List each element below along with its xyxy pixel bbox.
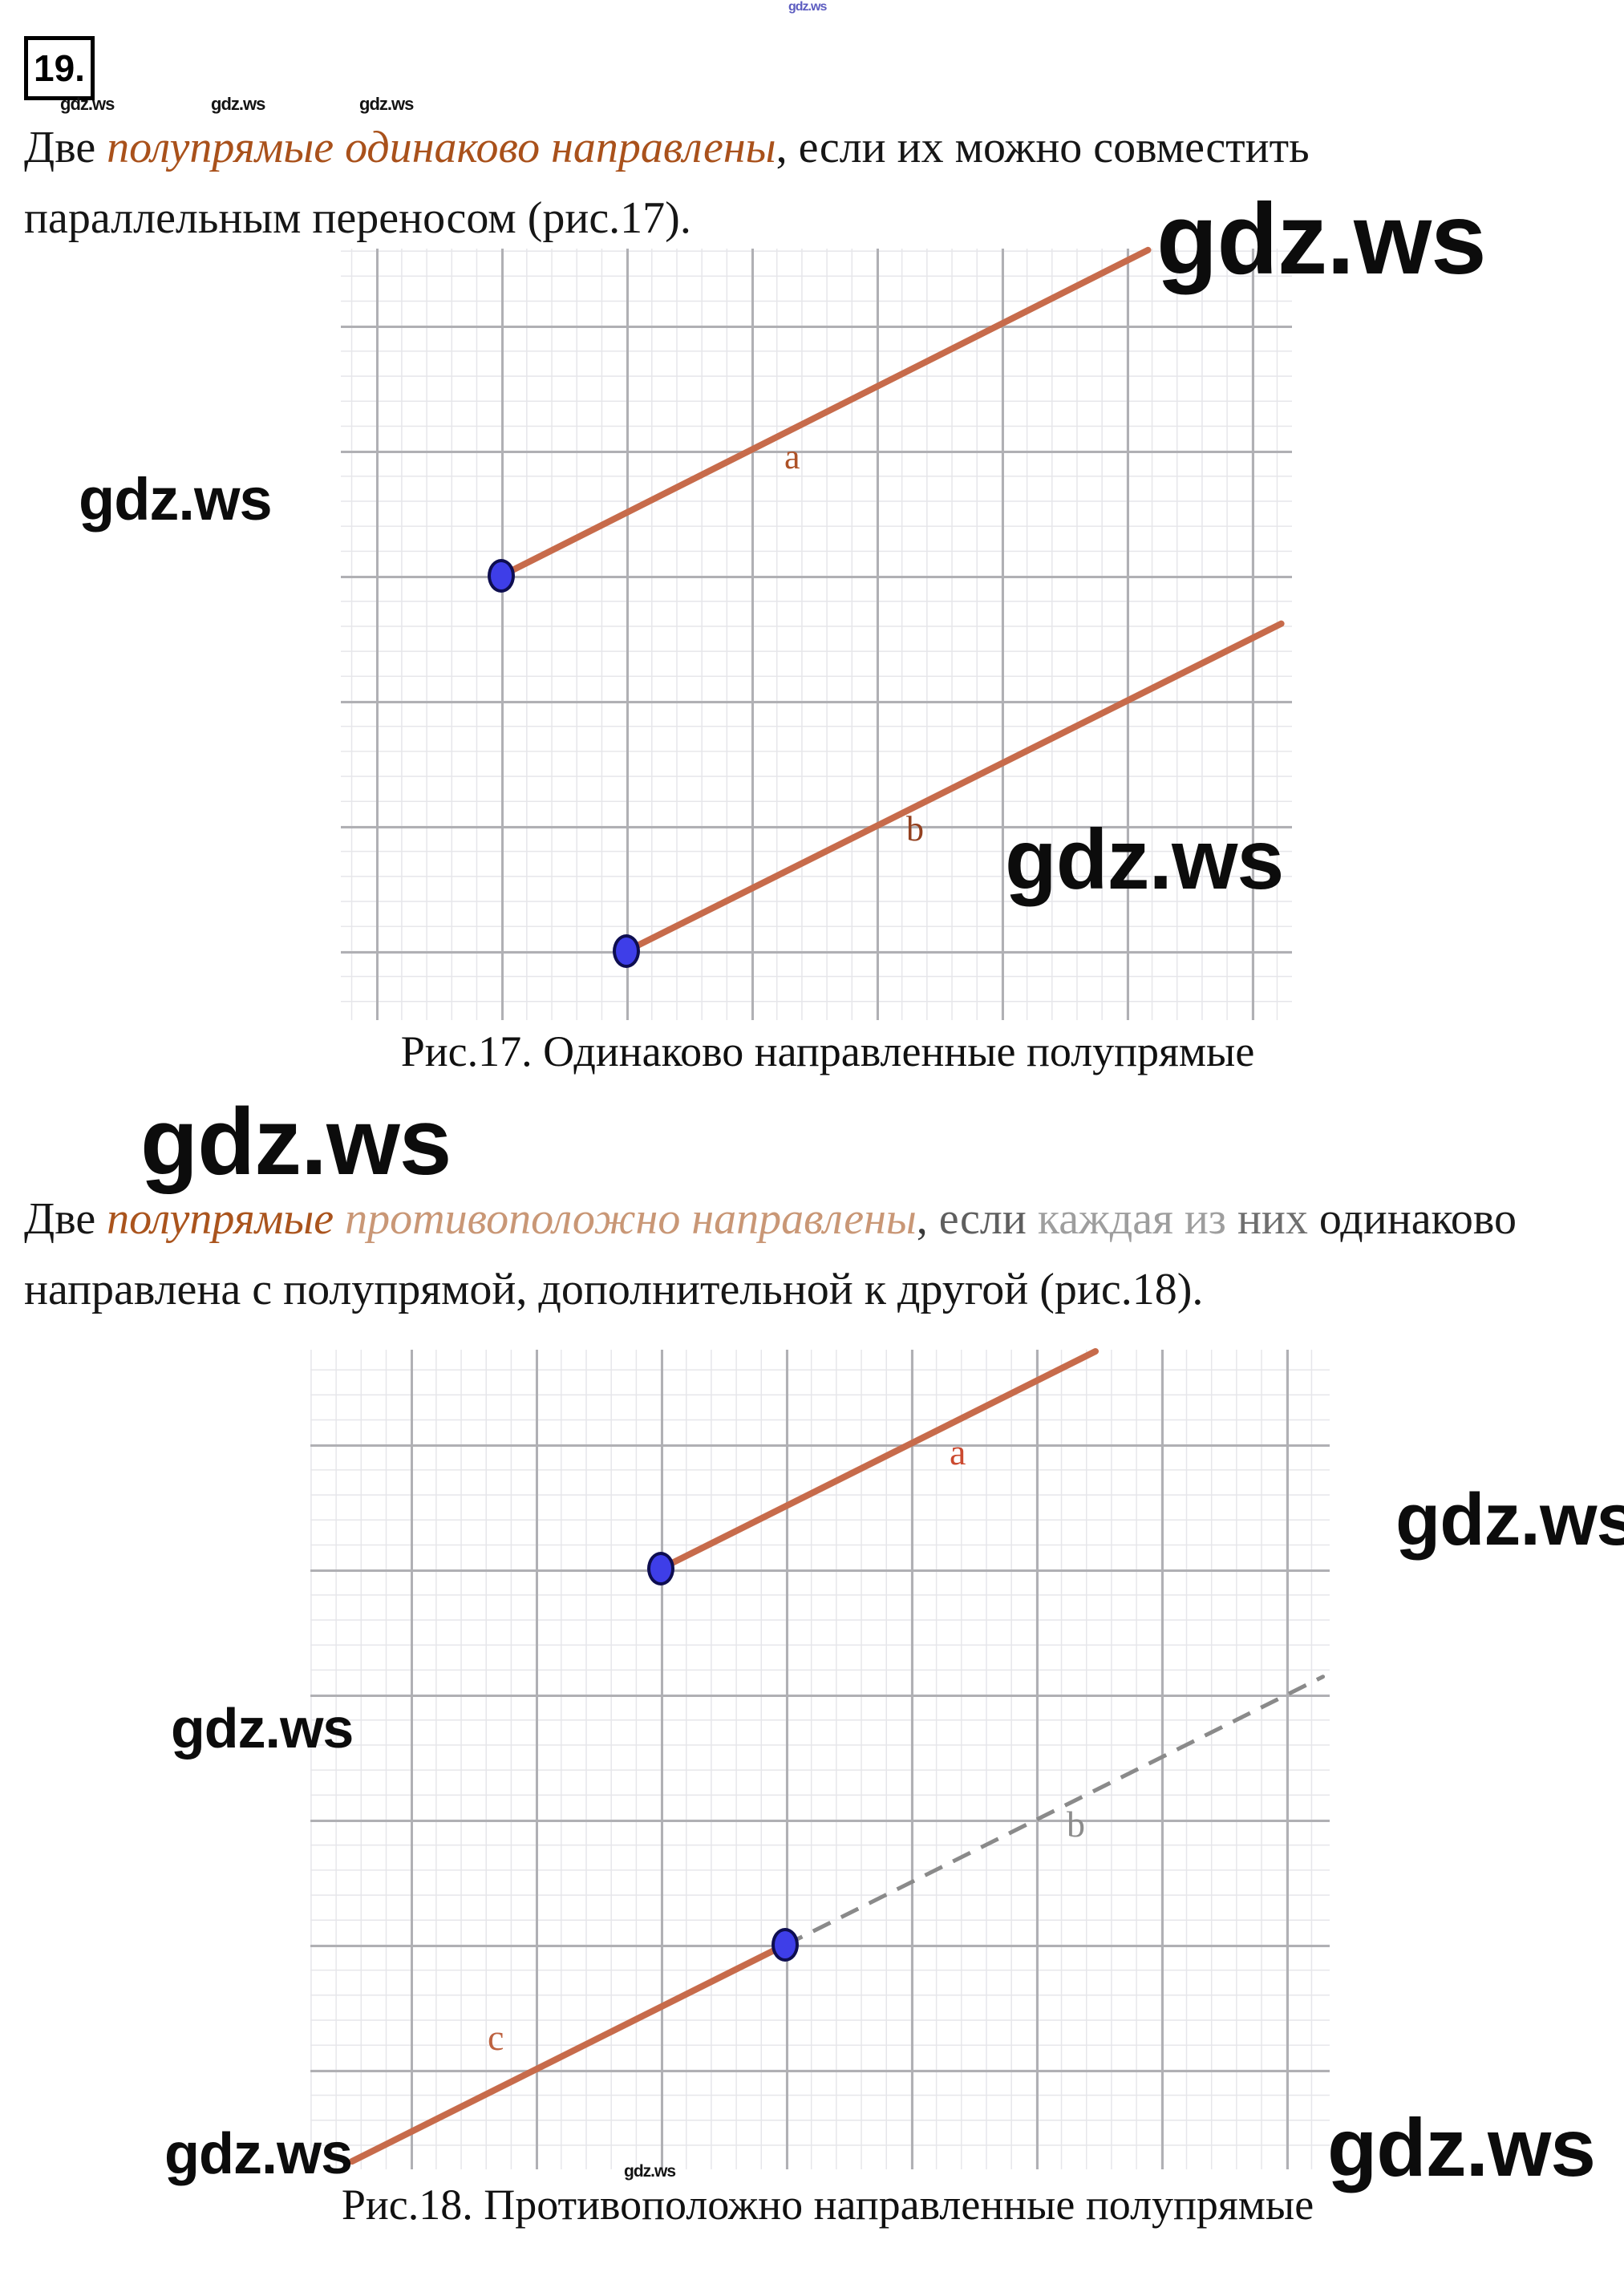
text-segment: противоположно направлены: [345, 1194, 917, 1244]
problem-number-box: 19.: [24, 36, 95, 100]
watermark-gdz-ws-7: gdz.ws: [1005, 812, 1284, 907]
watermark-gdz-ws-5: gdz.ws: [1156, 184, 1487, 295]
watermark-gdz-ws-10: gdz.ws: [1395, 1479, 1624, 1561]
problem-number: 19.: [34, 47, 85, 89]
figure-18-label-a: a: [950, 1432, 966, 1472]
paragraph-2-line-2: направлена с полупрямой, дополнительной …: [24, 1264, 1203, 1315]
text-segment: ,: [916, 1194, 939, 1244]
paragraph-2-line-1: Две полупрямые противоположно направлены…: [24, 1193, 1517, 1245]
watermark-gdz-ws-11: gdz.ws: [164, 2122, 353, 2186]
paragraph-1-line-1: Две полупрямые одинаково направлены, есл…: [24, 122, 1310, 173]
figure-17-label-b: b: [906, 809, 924, 848]
text-segment: каждая из: [1037, 1194, 1237, 1244]
text-segment: параллельным переносом (рис.17).: [24, 193, 691, 243]
text-segment: одинаково: [1318, 1194, 1517, 1244]
watermark-gdz-ws-8: gdz.ws: [140, 1089, 452, 1195]
figure-18-caption: Рис.18. Противоположно направленные полу…: [341, 2181, 1314, 2229]
figure-18-grid: [310, 1350, 1330, 2169]
text-segment: если: [938, 1194, 1038, 1244]
figure-17-label-a: a: [784, 437, 800, 476]
paragraph-1-line-2: параллельным переносом (рис.17).: [24, 192, 691, 244]
text-segment: полупрямые одинаково направлены: [107, 123, 776, 172]
text-segment: , если их можно совместить: [776, 123, 1310, 172]
watermark-gdz-ws-4: gdz.ws: [359, 94, 414, 114]
watermark-gdz-ws-2: gdz.ws: [60, 94, 115, 114]
figure-17-caption: Рис.17. Одинаково направленные полупрямы…: [400, 1027, 1255, 1075]
watermark-gdz-ws-6: gdz.ws: [79, 466, 273, 533]
figure-17-endpoint-1: [488, 559, 515, 593]
watermark-gdz-ws-13: gdz.ws: [1327, 2102, 1596, 2193]
watermark-gdz-ws-1: gdz.ws: [788, 0, 827, 14]
watermark-gdz-ws-12: gdz.ws: [624, 2162, 676, 2181]
text-segment: направлена с полупрямой, дополнительной …: [24, 1265, 1204, 1314]
figure-18-label-b: b: [1067, 1804, 1085, 1845]
figure-18-endpoint-2: [772, 1928, 799, 1962]
text-segment: полупрямые: [107, 1194, 346, 1244]
watermark-gdz-ws-9: gdz.ws: [171, 1697, 354, 1760]
text-segment: них: [1237, 1194, 1319, 1244]
figure-17-endpoint-2: [613, 934, 640, 968]
figure-17-grid: [341, 249, 1292, 1020]
text-segment: Две: [24, 1194, 107, 1244]
watermark-gdz-ws-3: gdz.ws: [211, 94, 265, 114]
figure-18-endpoint-1: [647, 1552, 674, 1586]
figure-18-label-c: c: [488, 2017, 504, 2058]
text-segment: Две: [24, 123, 107, 172]
